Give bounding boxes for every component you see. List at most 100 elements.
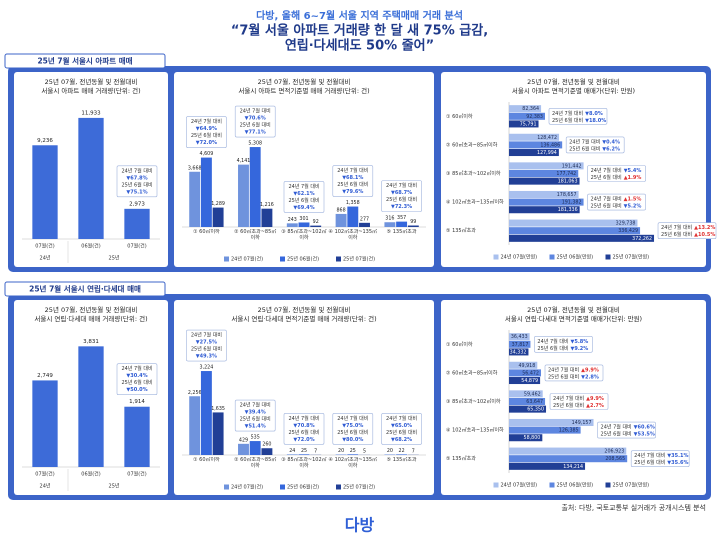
- annotation-label: 24년 7월 대비: [548, 366, 579, 373]
- annotation-label: 25년 6월 대비: [386, 196, 417, 203]
- annotation-box: [332, 413, 374, 445]
- chart-subtitle: 서울시 연립·다세대 면적기준별 매매가(단위: 만원): [505, 314, 642, 323]
- annotation-change: ▼62.1%: [293, 191, 314, 197]
- annotation-box: [186, 116, 227, 148]
- category-label: ② 60㎡초과~85㎡이하: [446, 141, 498, 148]
- annotation-line: 25년 6월 대비 ▼6.2%: [569, 145, 620, 152]
- annotation-change: ▼2.8%: [581, 374, 599, 380]
- annotation-box: [381, 180, 422, 212]
- annotation-box: [116, 165, 158, 198]
- value-label: 25: [350, 448, 356, 454]
- legend-label: 25년 06월(만원): [557, 482, 594, 489]
- category-label: ③ 85㎡초과~102㎡이하: [446, 170, 501, 177]
- value-label: 20: [387, 448, 393, 454]
- annotation-change: ▼6.2%: [602, 146, 620, 152]
- legend-swatch: [224, 484, 229, 490]
- legend-label: 25년 06월(건): [287, 256, 319, 263]
- annotation-label: 24년 7월 대비: [240, 108, 271, 115]
- legend-swatch: [549, 482, 555, 488]
- annotation-change: ▲2.7%: [586, 403, 604, 409]
- annotation-change: ▲9.9%: [581, 367, 599, 373]
- annotation-change: ▼53.5%: [634, 431, 655, 437]
- category-label-box: ② 60㎡초과~85㎡이하: [234, 457, 277, 469]
- category-label: ⑤ 135㎡초과: [446, 455, 476, 462]
- value-label: 54,879: [521, 378, 538, 384]
- legend-label: 25년 07월(만원): [613, 254, 650, 261]
- section-tab: [4, 53, 166, 69]
- value-label: 5,308: [248, 141, 262, 147]
- legend-swatch: [605, 254, 611, 260]
- legend-swatch: [549, 254, 555, 260]
- value-label: 177,742: [556, 171, 576, 177]
- chart-title: 25년 07월, 전년동월 및 전월대비: [527, 305, 620, 314]
- value-label: 24: [289, 448, 295, 454]
- annotation-label: 24년 7월 대비: [191, 118, 222, 125]
- category-label: 06월(건): [81, 471, 101, 478]
- annotation-box: [234, 105, 276, 138]
- value-label: 20: [338, 448, 344, 454]
- header-title: “7월 서울 아파트 거래량 한 달 새 75% 급감,: [231, 23, 488, 39]
- chart-title: 25년 07월, 전년동월 및 전월대비: [258, 305, 351, 314]
- value-label: 208,565: [605, 456, 625, 462]
- annotation-label: 24년 7월 대비: [121, 167, 152, 174]
- category-label: ① 60㎡이하: [446, 113, 473, 120]
- annotation-change: ▼69.4%: [293, 205, 314, 211]
- category-label: 07월(건): [35, 471, 55, 478]
- value-label: 56,472: [522, 370, 539, 376]
- bar: [509, 133, 560, 141]
- annotation-label: 25년 6월 대비: [288, 197, 319, 204]
- annotation-change: ▼18.0%: [585, 117, 606, 123]
- value-label: 37,817: [512, 342, 529, 348]
- annotation-change: ▼5.8%: [571, 338, 589, 344]
- annotation-box: [597, 421, 656, 439]
- category-label: ① 60㎡이하: [446, 341, 473, 348]
- legend-swatch: [605, 482, 611, 488]
- value-label: 191,442: [562, 163, 582, 169]
- annotation-label: 25년 6월 대비: [548, 373, 579, 380]
- category-label: ⑤ 135㎡초과: [386, 229, 417, 235]
- category-label: ③ 85㎡초과~102㎡이하: [281, 457, 327, 469]
- bar: [509, 112, 545, 120]
- value-label: 75,791: [520, 121, 537, 127]
- group-label: 25년: [109, 255, 120, 262]
- annotation-change: ▲13.2%: [694, 225, 715, 231]
- header-subtitle: 다방, 올해 6~7월 서울 지역 주택매매 거래 분석: [256, 9, 463, 22]
- category-label: ④ 102㎡초과~135㎡이하: [446, 199, 504, 206]
- annotation-line: 25년 6월 대비 ▼2.8%: [548, 373, 599, 380]
- bar: [509, 462, 586, 470]
- bar: [509, 361, 538, 369]
- category-label-box: ② 60㎡초과~85㎡이하: [234, 229, 276, 241]
- value-label: 181,063: [558, 179, 578, 185]
- bar: [509, 369, 542, 377]
- legend-swatch: [336, 256, 341, 262]
- value-label: 59,462: [524, 391, 541, 397]
- bar: [335, 213, 347, 227]
- annotation-change: ▲10.5%: [694, 232, 715, 238]
- annotation-label: 25년 6월 대비: [537, 344, 568, 351]
- value-label: 149,157: [572, 420, 592, 426]
- bar: [249, 441, 261, 455]
- category-label: ② 60㎡초과~85㎡이하: [234, 457, 277, 469]
- annotation-label: 24년 7월 대비: [288, 183, 319, 190]
- value-label: 535: [251, 435, 260, 441]
- bar: [347, 206, 359, 227]
- annotation-line: 24년 7월 대비 ▼60.6%: [601, 423, 655, 430]
- legend-label: 24년 07월(만원): [501, 482, 538, 489]
- value-label: 63,647: [526, 399, 543, 405]
- annotation-change: ▼60.6%: [634, 424, 655, 430]
- bar: [189, 396, 201, 455]
- value-label: 2,973: [129, 201, 145, 207]
- value-label: 5: [363, 448, 366, 454]
- section-title: 25년 7월 서울시 아파트 매매: [37, 56, 132, 66]
- bar: [509, 206, 580, 214]
- value-label: 3,831: [83, 339, 99, 345]
- bar: [509, 348, 529, 356]
- chart-title: 25년 07월, 전년동월 및 전월대비: [45, 77, 138, 86]
- bar: [200, 157, 212, 227]
- annotation-change: ▼75.0%: [342, 423, 363, 429]
- chart-subtitle: 서울시 아파트 면적기준별 매매 거래량(단위: 건): [238, 86, 369, 95]
- bar: [124, 406, 150, 467]
- value-label: 99: [410, 219, 416, 225]
- value-label: 1,358: [346, 200, 360, 206]
